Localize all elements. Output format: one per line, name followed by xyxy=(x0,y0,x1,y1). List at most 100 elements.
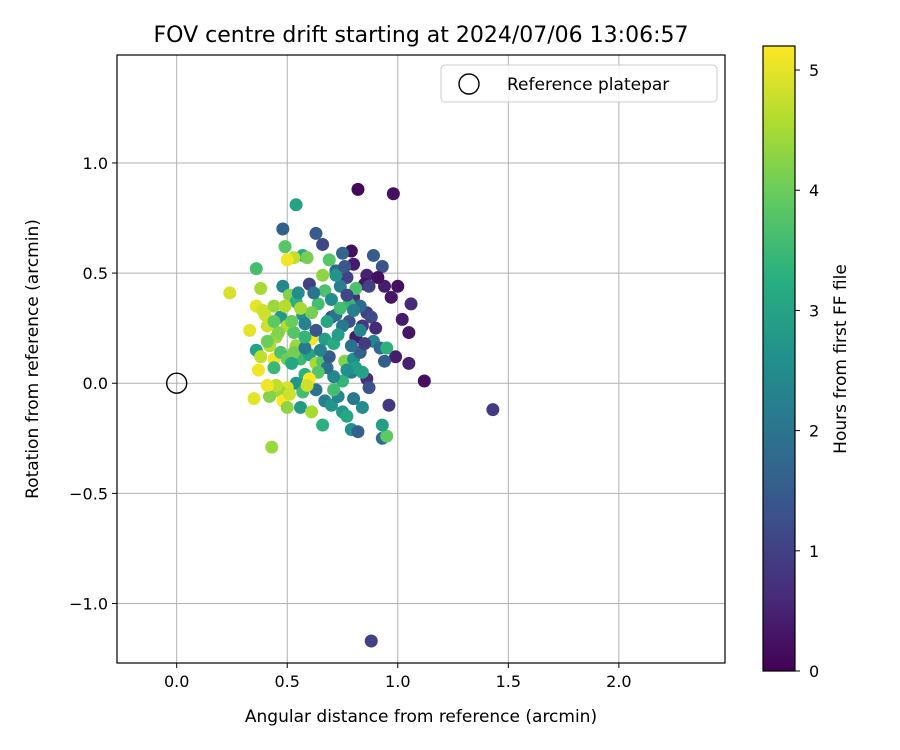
grid xyxy=(117,55,725,663)
data-point xyxy=(260,334,274,348)
data-point xyxy=(267,299,281,313)
data-point xyxy=(309,323,323,337)
colorbar: 0 1 2 3 4 5 Hours from first FF file xyxy=(762,45,851,681)
colorbar-tick-label: 2 xyxy=(809,422,819,441)
colorbar-tick-label: 5 xyxy=(809,61,819,80)
data-point xyxy=(404,297,418,311)
data-point xyxy=(417,374,431,388)
data-point xyxy=(311,365,325,379)
data-point xyxy=(285,315,299,329)
y-axis-label: Rotation from reference (arcmin) xyxy=(23,219,43,499)
data-point xyxy=(364,634,378,648)
data-point xyxy=(349,282,363,296)
data-point xyxy=(353,323,367,337)
data-point xyxy=(378,354,392,368)
data-point xyxy=(247,392,261,406)
data-point xyxy=(369,321,383,335)
data-point xyxy=(384,290,398,304)
data-point xyxy=(313,343,327,357)
data-point xyxy=(347,304,361,318)
data-point xyxy=(318,284,332,298)
colorbar-ticks: 0 1 2 3 4 5 xyxy=(795,61,819,681)
x-tick-label: 0.0 xyxy=(164,672,189,691)
data-point xyxy=(375,418,389,432)
data-point xyxy=(267,315,281,329)
data-point xyxy=(366,248,380,262)
data-point xyxy=(327,370,341,384)
data-point xyxy=(322,253,336,267)
data-point xyxy=(298,330,312,344)
data-point xyxy=(260,378,274,392)
data-point xyxy=(263,389,277,403)
data-point xyxy=(267,361,281,375)
data-point xyxy=(282,387,296,401)
data-point xyxy=(271,326,285,340)
legend: Reference platepar xyxy=(440,64,718,103)
data-point xyxy=(278,240,292,254)
data-point xyxy=(278,299,292,313)
data-point xyxy=(322,350,336,364)
data-point xyxy=(338,259,352,273)
data-point xyxy=(378,279,392,293)
legend-entry-label: Reference platepar xyxy=(507,75,669,95)
data-point xyxy=(265,440,279,454)
data-point xyxy=(300,251,314,265)
plot-frame xyxy=(116,54,726,664)
chart-title: FOV centre drift starting at 2024/07/06 … xyxy=(154,23,689,48)
data-point xyxy=(382,398,396,412)
data-point xyxy=(289,198,303,212)
data-point xyxy=(294,400,308,414)
data-point xyxy=(340,270,354,284)
data-point xyxy=(402,326,416,340)
data-point xyxy=(276,279,290,293)
data-point xyxy=(355,400,369,414)
data-point xyxy=(276,222,290,236)
data-point xyxy=(375,259,389,273)
data-point xyxy=(391,279,405,293)
y-axis: −1.0 −0.5 0.0 0.5 1.0 xyxy=(69,154,117,614)
data-point xyxy=(340,409,354,423)
data-point xyxy=(251,363,265,377)
x-tick-label: 1.0 xyxy=(385,672,410,691)
data-point xyxy=(280,400,294,414)
colorbar-tick-label: 1 xyxy=(809,542,819,561)
x-tick-label: 1.5 xyxy=(496,672,521,691)
colorbar-tick-label: 3 xyxy=(809,301,819,320)
data-point xyxy=(287,326,301,340)
data-point xyxy=(243,323,257,337)
data-point xyxy=(402,356,416,370)
reference-marker xyxy=(165,372,188,394)
data-point xyxy=(320,315,334,329)
data-point xyxy=(223,286,237,300)
data-point xyxy=(324,398,338,412)
y-tick-label: 0.5 xyxy=(83,264,108,283)
data-point xyxy=(333,301,347,315)
data-point xyxy=(371,270,385,284)
data-point xyxy=(316,237,330,251)
data-point xyxy=(311,297,325,311)
data-point xyxy=(300,378,314,392)
y-tick-label: −1.0 xyxy=(69,595,108,614)
data-point xyxy=(254,282,268,296)
colorbar-tick-label: 0 xyxy=(809,662,819,681)
data-point xyxy=(333,279,347,293)
data-point xyxy=(331,328,345,342)
data-point xyxy=(344,339,358,353)
data-point xyxy=(298,341,312,355)
legend-box xyxy=(440,64,718,103)
data-point xyxy=(336,246,350,260)
data-point xyxy=(327,383,341,397)
data-point xyxy=(305,405,319,419)
reference-platepar-marker xyxy=(165,372,188,394)
data-point xyxy=(285,356,299,370)
data-point xyxy=(351,425,365,439)
data-point xyxy=(364,310,378,324)
data-point xyxy=(362,381,376,395)
x-tick-label: 0.5 xyxy=(275,672,300,691)
data-point xyxy=(340,363,354,377)
data-point xyxy=(287,345,301,359)
scatter-points xyxy=(223,182,500,648)
data-point xyxy=(280,253,294,267)
data-point xyxy=(307,286,321,300)
